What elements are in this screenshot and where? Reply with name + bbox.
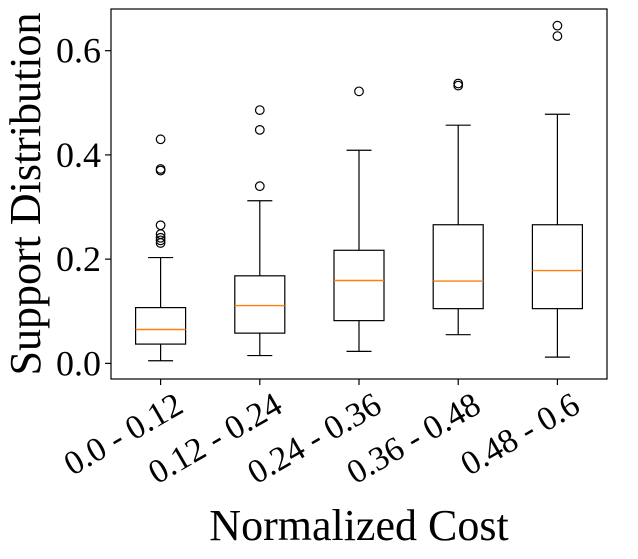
iqr-box [234, 275, 286, 334]
iqr-box [531, 224, 584, 310]
outlier-point [254, 105, 265, 115]
x-axis: 0.0 - 0.120.12 - 0.240.24 - 0.360.36 - 0… [58, 379, 586, 492]
outlier-point [453, 80, 464, 91]
outlier-point [552, 31, 563, 41]
outlier-point [155, 220, 166, 231]
outlier-point [155, 235, 166, 246]
iqr-box [135, 307, 187, 345]
iqr-box [432, 224, 484, 310]
outlier-point [453, 78, 464, 89]
box-group-5 [531, 20, 584, 358]
iqr-box [333, 249, 385, 322]
x-axis-label: Normalized Cost [209, 501, 508, 550]
outlier-point [354, 86, 364, 97]
outlier-point [155, 164, 166, 174]
outlier-point [155, 134, 166, 145]
outlier-point [155, 232, 166, 243]
y-tick-label: 0.0 [56, 343, 101, 383]
box-group-1 [135, 134, 187, 362]
y-tick-label: 0.2 [56, 239, 101, 279]
outlier-point [254, 125, 265, 135]
y-tick-label: 0.6 [56, 31, 101, 71]
box-group-4 [432, 78, 484, 336]
y-tick-label: 0.4 [56, 135, 101, 175]
box-group-2 [234, 105, 286, 357]
outlier-point [254, 181, 265, 192]
boxes-layer [135, 20, 584, 362]
outlier-point [552, 20, 563, 31]
y-axis-label: Support Distribution [1, 12, 50, 375]
box-group-3 [333, 86, 385, 352]
y-axis: 0.0 0.2 0.4 0.6 [56, 31, 111, 383]
